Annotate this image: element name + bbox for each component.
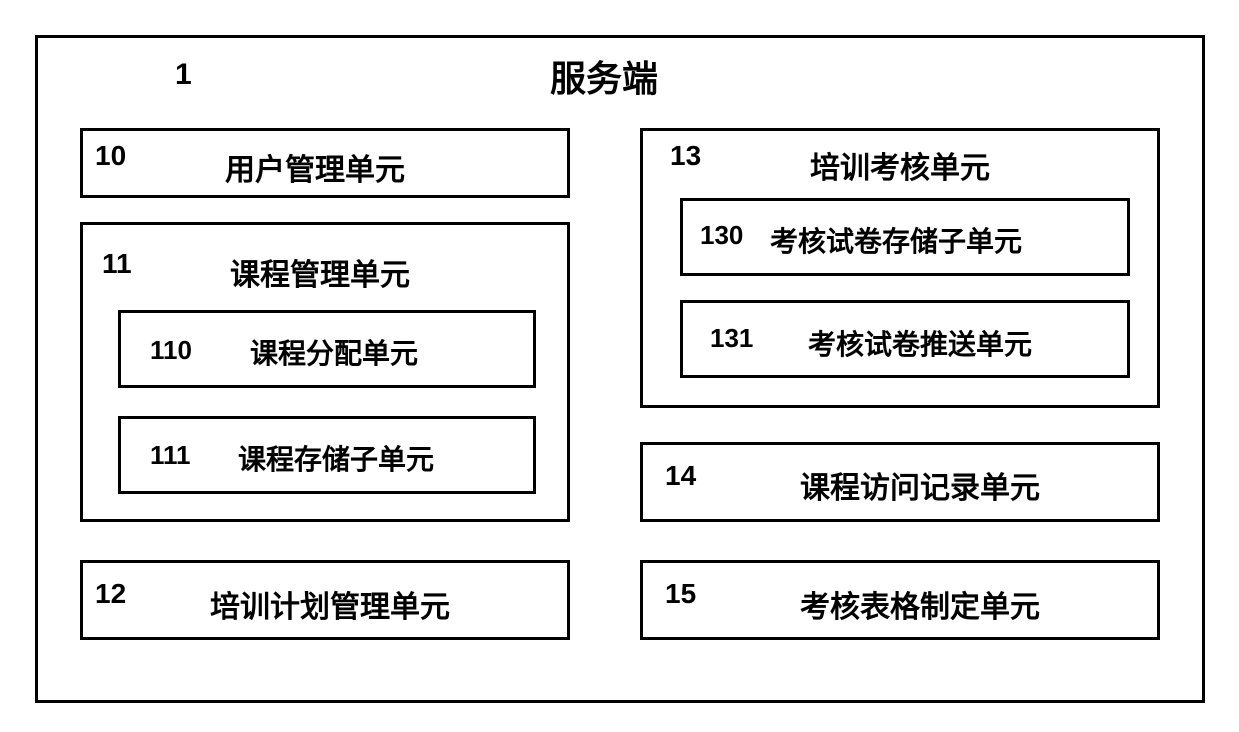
- unit-id-10: 10: [95, 140, 126, 172]
- unit-id-11: 11: [102, 248, 132, 280]
- unit-title-14: 课程访问记录单元: [800, 463, 1040, 507]
- unit-id-12: 12: [95, 578, 126, 610]
- unit-title-11: 课程管理单元: [230, 250, 410, 294]
- unit-id-111: 111: [150, 440, 191, 471]
- unit-title-110: 课程分配单元: [250, 332, 418, 372]
- unit-id-131: 131: [710, 323, 753, 354]
- unit-title-130: 考核试卷存储子单元: [770, 220, 1022, 260]
- unit-title-15: 考核表格制定单元: [800, 582, 1040, 626]
- container-title: 服务端: [550, 50, 658, 102]
- unit-title-111: 课程存储子单元: [238, 438, 434, 478]
- unit-title-13: 培训考核单元: [810, 143, 990, 187]
- unit-id-130: 130: [700, 220, 743, 251]
- unit-id-110: 110: [150, 335, 192, 366]
- unit-title-131: 考核试卷推送单元: [808, 323, 1032, 363]
- unit-title-12: 培训计划管理单元: [210, 582, 450, 626]
- container-id: 1: [175, 58, 192, 92]
- unit-title-10: 用户管理单元: [225, 145, 405, 189]
- unit-id-15: 15: [665, 578, 696, 610]
- unit-id-14: 14: [665, 460, 696, 492]
- unit-id-13: 13: [670, 140, 701, 172]
